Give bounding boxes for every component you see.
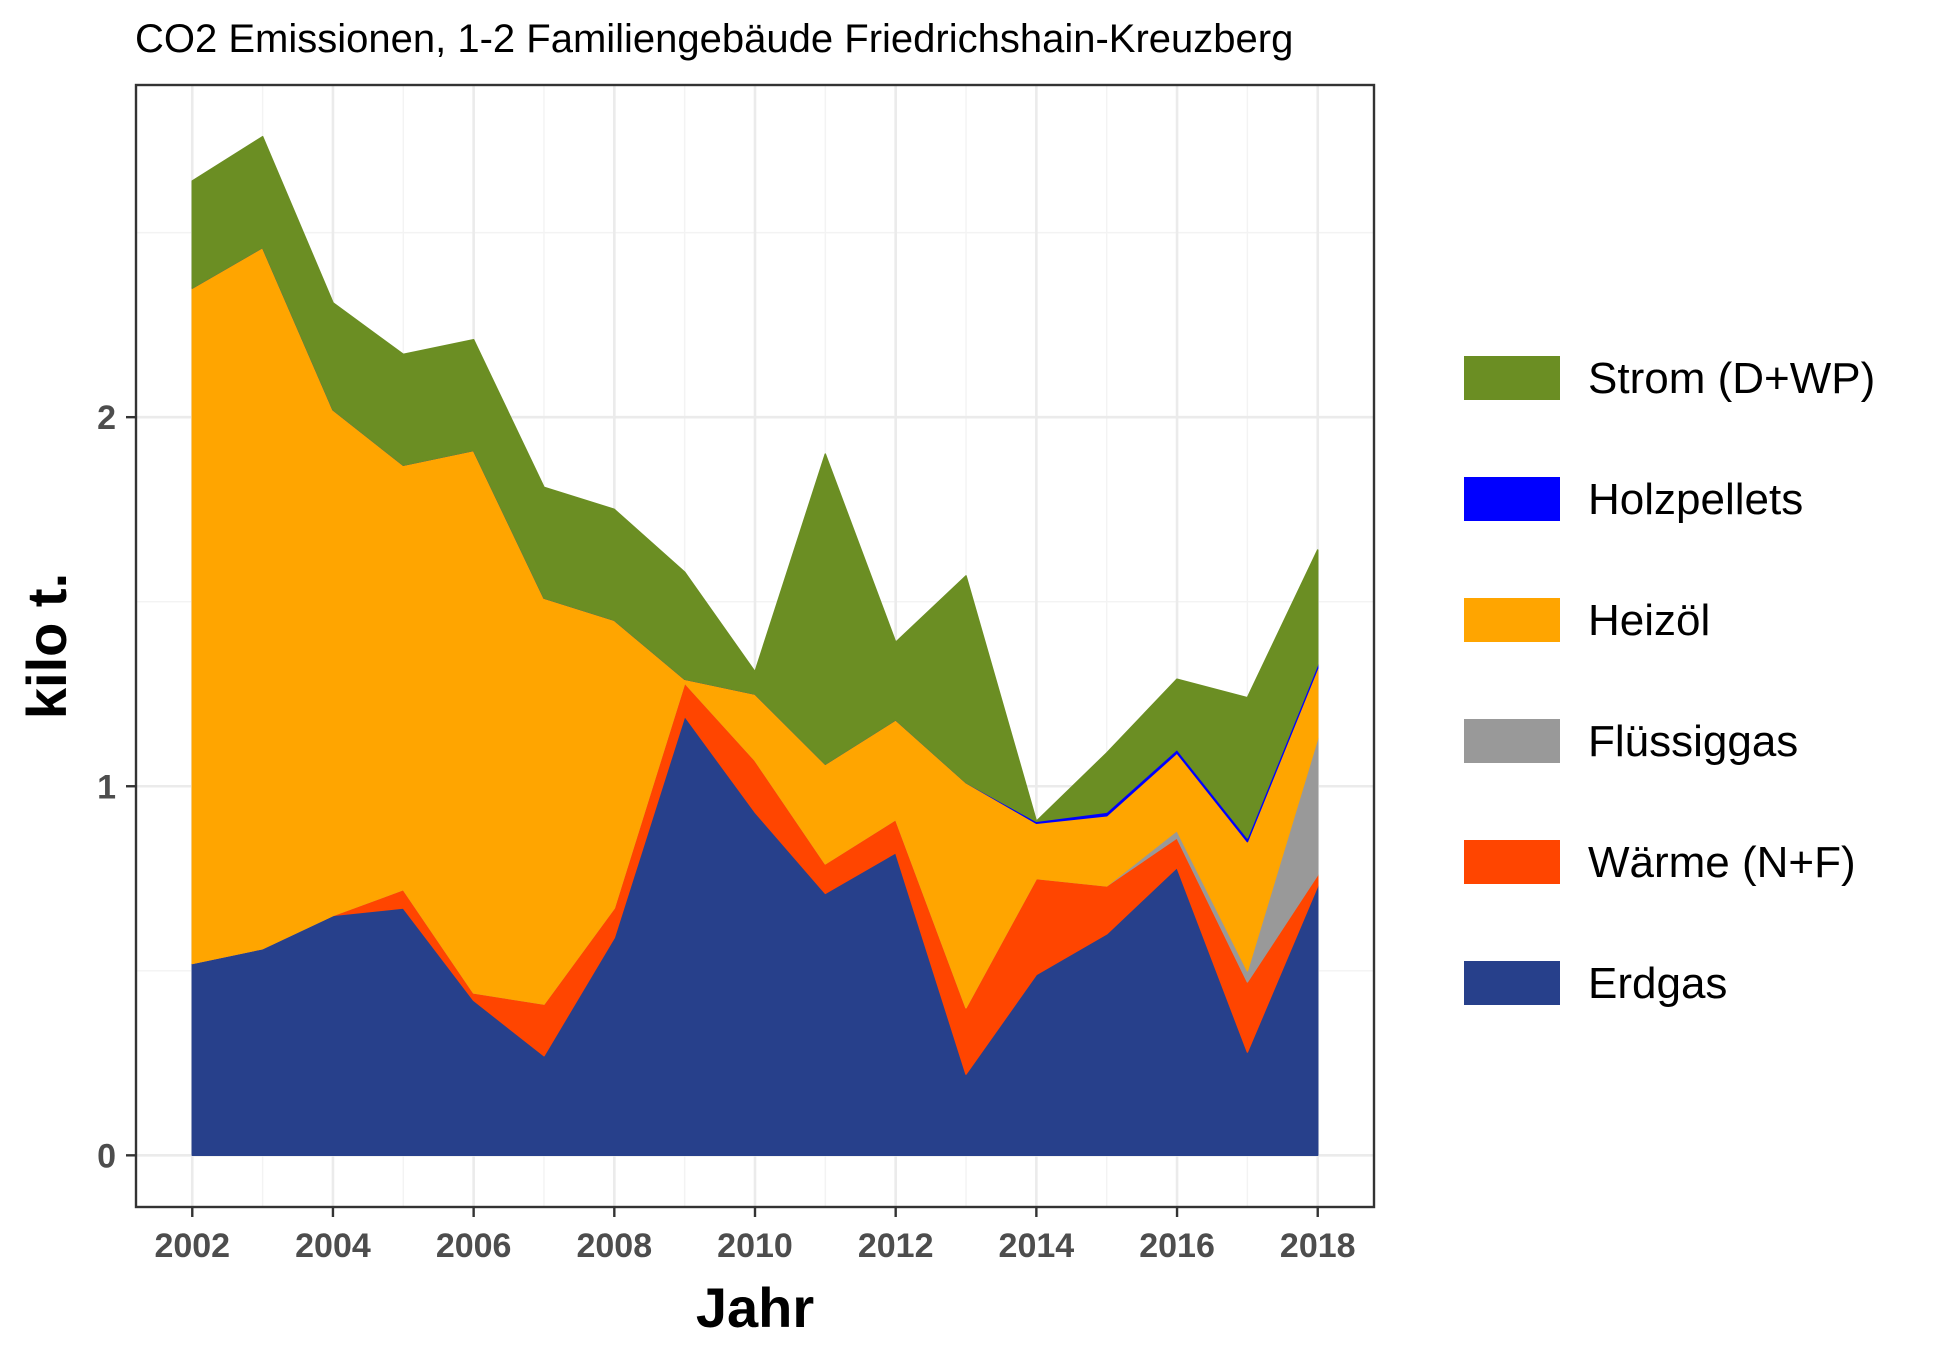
- stacked-areas: [191, 135, 1319, 1157]
- legend-swatch: [1464, 477, 1560, 521]
- legend-swatch: [1464, 961, 1560, 1005]
- x-tick-label: 2008: [576, 1227, 652, 1265]
- x-tick-label: 2012: [858, 1227, 934, 1265]
- y-axis: 0 1 2: [97, 399, 136, 1175]
- x-tick-label: 2010: [717, 1227, 793, 1265]
- area-strom-d-wp-: [191, 135, 1319, 839]
- x-tick-label: 2018: [1280, 1227, 1356, 1265]
- legend-label: Erdgas: [1588, 959, 1727, 1008]
- legend-label: Wärme (N+F): [1588, 838, 1856, 887]
- x-tick-label: 2002: [154, 1227, 230, 1265]
- plot-panel: [134, 83, 1376, 1209]
- x-tick-label: 2016: [1139, 1227, 1215, 1265]
- y-tick-label: 2: [97, 399, 116, 437]
- y-tick-label: 0: [97, 1137, 116, 1175]
- x-tick-label: 2014: [999, 1227, 1075, 1265]
- legend-label: Holzpellets: [1588, 475, 1803, 524]
- x-tick-label: 2006: [436, 1227, 512, 1265]
- x-tick-label: 2004: [295, 1227, 371, 1265]
- legend-swatch: [1464, 719, 1560, 763]
- legend-swatch: [1464, 840, 1560, 884]
- legend-swatch: [1464, 356, 1560, 400]
- x-axis: 2002 2004 2006 2008 2010 2012 2014 2016 2018: [154, 1207, 1356, 1265]
- chart-title: CO2 Emissionen, 1-2 Familiengebäude Frie…: [135, 17, 1293, 61]
- legend-swatch: [1464, 598, 1560, 642]
- x-axis-title: Jahr: [696, 1276, 814, 1339]
- y-tick-label: 1: [97, 768, 116, 806]
- legend-label: Flüssiggas: [1588, 717, 1798, 766]
- legend: Strom (D+WP) Holzpellets Heizöl Flüssiggas W…: [1464, 354, 1875, 1008]
- legend-label: Strom (D+WP): [1588, 354, 1875, 403]
- legend-label: Heizöl: [1588, 596, 1710, 645]
- y-axis-title: kilo t.: [15, 573, 78, 719]
